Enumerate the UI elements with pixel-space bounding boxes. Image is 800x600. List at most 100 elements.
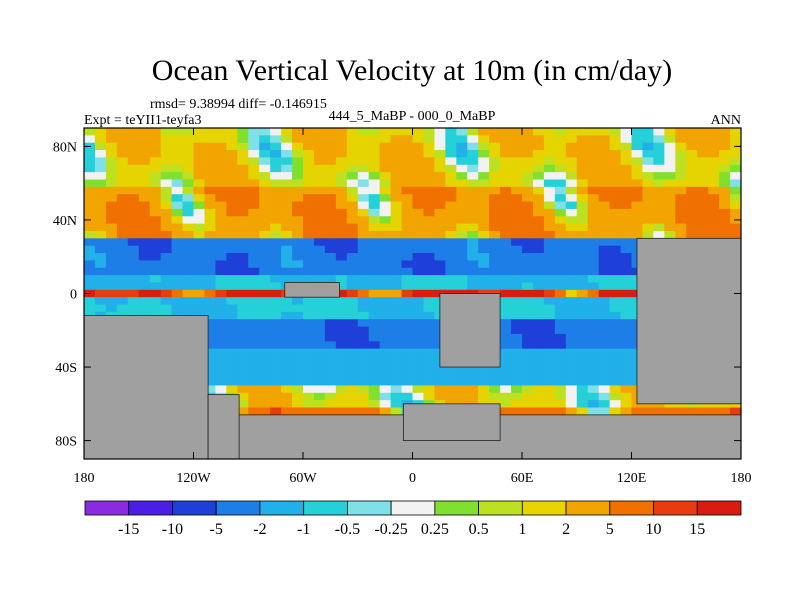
heatmap-cell [598, 186, 611, 195]
heatmap-cell [303, 363, 315, 372]
heatmap-cell [248, 253, 260, 261]
heatmap-cell [576, 370, 589, 379]
heatmap-cell [171, 179, 184, 188]
heatmap-cell [587, 356, 600, 364]
heatmap-cell [489, 253, 501, 261]
heatmap-cell [116, 260, 129, 269]
heatmap-cell [127, 216, 140, 225]
heatmap-cell [478, 208, 490, 217]
heatmap-cell [620, 311, 633, 320]
heatmap-cell [237, 348, 249, 357]
heatmap-cell [434, 230, 446, 239]
heatmap-cell [620, 370, 633, 379]
heatmap-cell [248, 392, 260, 401]
heatmap-cell [270, 260, 282, 269]
heatmap-cell [313, 275, 326, 284]
heatmap-cell [642, 186, 654, 195]
heatmap-cell [576, 400, 589, 409]
heatmap-cell [138, 230, 151, 239]
heatmap-cell [138, 253, 151, 261]
heatmap-cell [554, 186, 567, 195]
heatmap-cell [576, 297, 589, 306]
heatmap-cell [434, 201, 446, 210]
heatmap-cell [138, 201, 151, 210]
heatmap-cell [357, 356, 370, 364]
heatmap-cell [478, 370, 490, 379]
heatmap-cell [215, 348, 227, 357]
heatmap-cell [434, 172, 446, 181]
heatmap-cell [467, 201, 479, 210]
heatmap-cell [193, 267, 206, 276]
heatmap-cell [324, 385, 337, 394]
heatmap-cell [324, 128, 337, 136]
heatmap-cell [565, 267, 578, 276]
heatmap-cell [609, 304, 622, 313]
heatmap-cell [324, 275, 337, 284]
heatmap-cell [511, 142, 523, 151]
heatmap-cell [532, 135, 545, 144]
heatmap-cell [303, 407, 315, 416]
heatmap-cell [379, 172, 392, 181]
heatmap-cell [631, 194, 644, 203]
heatmap-cell [160, 253, 173, 261]
heatmap-cell [467, 238, 479, 247]
heatmap-cell [215, 201, 227, 210]
heatmap-cell [346, 179, 359, 188]
heatmap-cell [467, 253, 479, 261]
heatmap-cell [259, 297, 271, 306]
heatmap-cell [94, 128, 107, 136]
heatmap-cell [532, 194, 545, 203]
heatmap-cell [478, 260, 490, 269]
heatmap-cell [708, 230, 720, 239]
heatmap-cell [412, 157, 425, 166]
heatmap-cell [434, 245, 446, 254]
heatmap-cell [94, 289, 107, 298]
heatmap-cell [609, 157, 622, 166]
heatmap-cell [390, 186, 403, 195]
heatmap-cell [346, 230, 359, 239]
heatmap-cell [434, 164, 446, 173]
heatmap-cell [303, 245, 315, 254]
heatmap-cell [193, 208, 206, 217]
heatmap-cell [532, 253, 545, 261]
heatmap-cell [226, 267, 238, 276]
heatmap-cell [226, 289, 238, 298]
heatmap-cell [259, 289, 271, 298]
heatmap-cell [357, 282, 370, 291]
heatmap-cell [576, 267, 589, 276]
heatmap-cell [423, 179, 435, 188]
heatmap-cell [324, 333, 337, 342]
heatmap-cell [620, 194, 633, 203]
heatmap-cell [292, 142, 304, 151]
heatmap-cell [204, 172, 216, 181]
heatmap-cell [368, 245, 381, 254]
heatmap-cell [127, 186, 140, 195]
heatmap-cell [379, 311, 392, 320]
heatmap-cell [379, 216, 392, 225]
heatmap-cell [532, 223, 545, 232]
heatmap-cell [335, 223, 348, 232]
heatmap-cell [576, 172, 589, 181]
y-tick-label: 40N [53, 214, 77, 229]
heatmap-cell [324, 392, 337, 401]
heatmap-cell [412, 289, 425, 298]
heatmap-cell [292, 356, 304, 364]
heatmap-cell [675, 164, 687, 173]
heatmap-cell [456, 135, 468, 144]
heatmap-cell [708, 186, 720, 195]
heatmap-cell [500, 326, 512, 335]
heatmap-cell [434, 216, 446, 225]
heatmap-cell [105, 282, 118, 291]
heatmap-cell [116, 157, 129, 166]
heatmap-cell [401, 311, 414, 320]
heatmap-cell [357, 223, 370, 232]
heatmap-cell [543, 135, 556, 144]
heatmap-cell [248, 230, 260, 239]
heatmap-cell [204, 164, 216, 173]
heatmap-cell [719, 194, 731, 203]
heatmap-cell [653, 179, 665, 188]
heatmap-cell [401, 179, 414, 188]
heatmap-cell [226, 186, 238, 195]
heatmap-cell [116, 289, 129, 298]
heatmap-cell [324, 135, 337, 144]
